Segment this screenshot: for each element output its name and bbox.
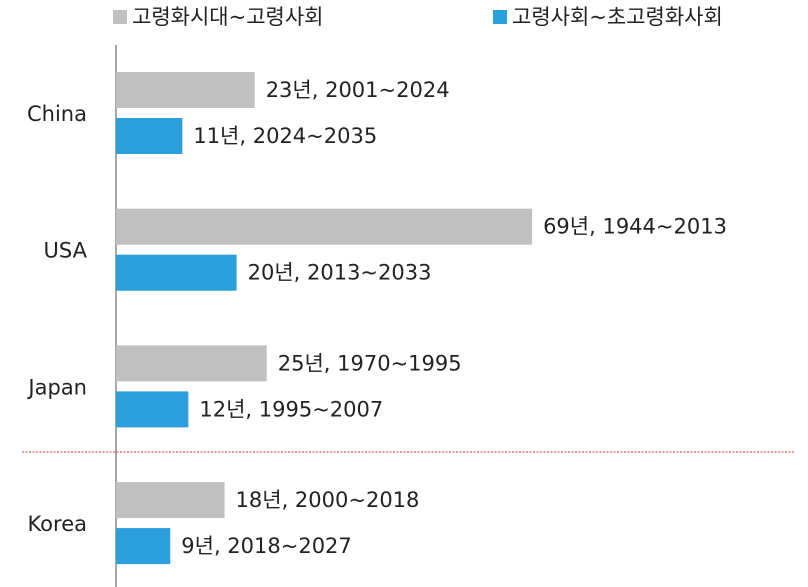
legend-label: 고령사회~초고령화사회 — [512, 5, 723, 29]
legend-swatch — [113, 10, 127, 24]
category-label: Japan — [26, 375, 87, 399]
bar — [116, 72, 255, 108]
legend-label: 고령화시대~고령사회 — [132, 5, 323, 29]
value-label: 12년, 1995~2007 — [199, 397, 383, 421]
bar — [116, 254, 237, 291]
value-label: 20년, 2013~2033 — [248, 261, 432, 285]
bar — [116, 482, 225, 519]
value-label: 9년, 2018~2027 — [181, 534, 352, 558]
value-label: 69년, 1944~2013 — [543, 215, 727, 239]
legend-swatch — [493, 10, 507, 24]
bar — [116, 118, 183, 154]
category-label: China — [27, 102, 87, 126]
bar — [116, 345, 267, 382]
value-label: 23년, 2001~2024 — [266, 78, 450, 102]
category-label: USA — [44, 239, 88, 263]
value-label: 25년, 1970~1995 — [278, 351, 462, 375]
category-label: Korea — [27, 512, 87, 536]
bar — [116, 528, 171, 565]
value-label: 18년, 2000~2018 — [236, 488, 420, 512]
value-label: 11년, 2024~2035 — [193, 124, 377, 148]
bar — [116, 391, 189, 428]
bar — [116, 208, 533, 245]
